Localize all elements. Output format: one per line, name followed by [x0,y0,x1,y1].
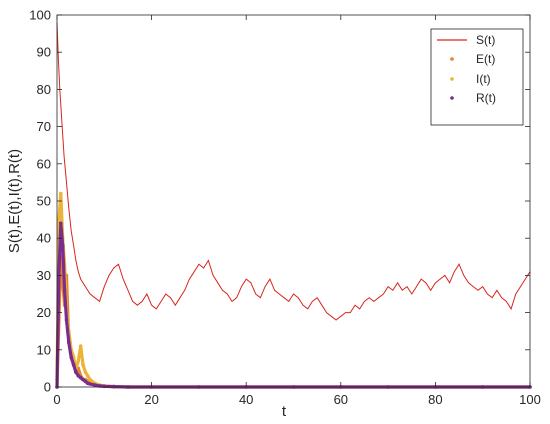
x-axis-label: t [282,403,287,420]
data-point-rt [88,382,92,386]
y-tick-label: 50 [37,194,51,209]
y-tick-label: 60 [37,156,51,171]
data-point-rt [74,370,78,374]
y-tick-label: 20 [37,305,51,320]
data-point-rt [60,243,65,248]
series-trace-rt [55,221,532,389]
x-axis: 0 20 40 60 80 100 [53,15,541,407]
legend-label-r: R(t) [476,91,496,105]
y-axis: 0 10 20 30 40 50 60 70 80 90 100 [29,8,530,395]
y-tick-label: 80 [37,82,51,97]
data-point-rt [62,288,67,293]
legend-item-i: I(t) [450,72,491,86]
y-tick-label: 40 [37,231,51,246]
data-point-rt [71,362,76,367]
data-point-it [88,377,92,382]
data-point-it [59,191,63,196]
y-tick-label: 0 [44,380,51,395]
legend-item-e: E(t) [450,52,495,66]
x-tick-label: 100 [519,392,541,407]
data-point-it [85,374,90,378]
data-point-rt [64,318,69,322]
legend-label-s: S(t) [476,33,495,47]
data-point-it [78,344,83,348]
legend-item-r: R(t) [450,91,496,105]
x-tick-label: 20 [144,392,158,407]
legend-swatch-i [450,77,454,81]
y-tick-label: 30 [37,268,51,283]
data-point-rt [69,355,73,360]
y-axis-label: S(t),E(t),I(t),R(t) [6,149,23,253]
data-point-rt [67,340,71,345]
data-point-rt [93,383,97,387]
series-trace-et [55,255,532,389]
y-tick-label: 100 [29,8,51,23]
legend-swatch-e [450,57,454,61]
series-line-st [56,22,531,321]
data-point-rt [76,374,81,378]
x-tick-label: 80 [428,392,442,407]
data-point-it [83,370,88,374]
legend-item-s: S(t) [437,33,495,47]
data-point-it [76,359,81,363]
y-tick-label: 10 [37,342,51,357]
x-tick-label: 60 [334,392,348,407]
data-point-it [57,217,61,222]
legend-box [430,28,524,126]
y-tick-label: 70 [37,119,51,134]
x-tick-label: 40 [239,392,253,407]
y-tick-label: 90 [37,45,51,60]
legend: S(t) E(t) I(t) R(t) [430,28,524,126]
legend-label-i: I(t) [476,72,491,86]
legend-swatch-r [450,96,454,100]
data-point-it [81,362,85,367]
x-tick-label: 0 [53,392,60,407]
legend-label-e: E(t) [476,52,495,66]
data-point-rt [102,384,107,389]
data-point-rt [59,221,63,226]
